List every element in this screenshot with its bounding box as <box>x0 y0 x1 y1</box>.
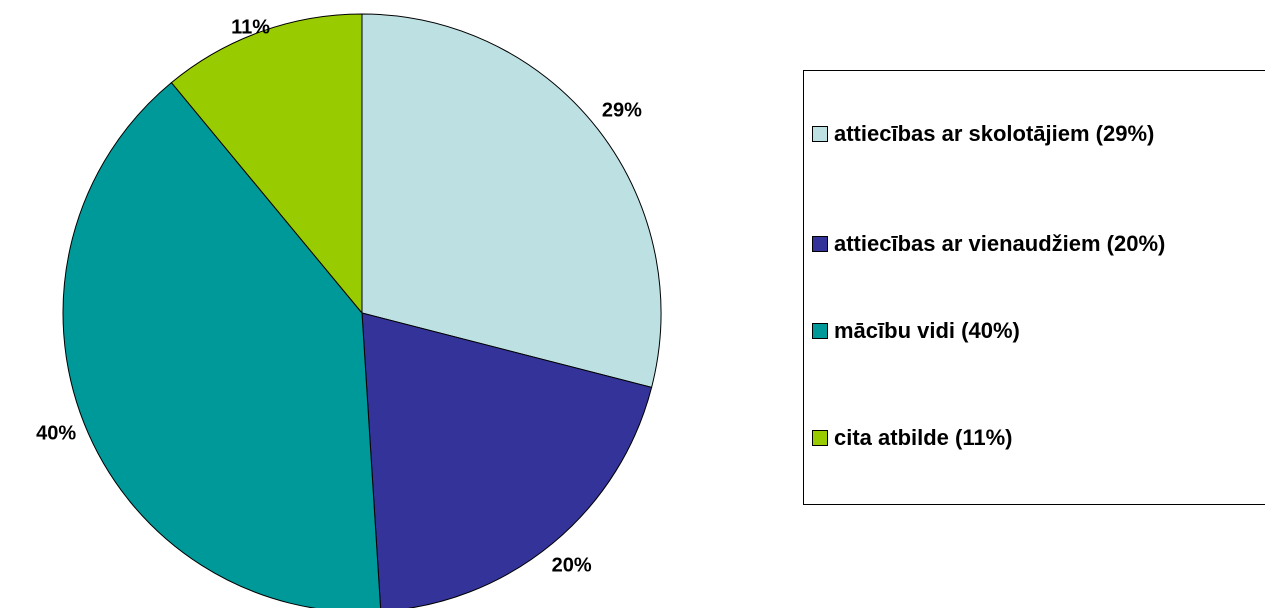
pie-slice <box>62 81 382 608</box>
legend-entry: mācību vidi (40%) <box>812 316 1252 345</box>
legend-label: attiecības ar skolotājiem (29%) <box>834 121 1155 146</box>
legend-entry: attiecības ar vienaudžiem (20%) <box>812 229 1252 258</box>
legend: attiecības ar skolotājiem (29%) attiecība… <box>803 70 1265 505</box>
pie-slice <box>361 312 653 608</box>
legend-swatch <box>812 236 828 252</box>
pie-slice <box>170 13 363 315</box>
legend-entry: attiecības ar skolotājiem (29%) <box>812 119 1252 148</box>
legend-swatch <box>812 323 828 339</box>
legend-swatch <box>812 430 828 446</box>
legend-swatch <box>812 126 828 142</box>
data-label: 29% <box>602 100 642 122</box>
legend-label: attiecības ar vienaudžiem (20%) <box>834 231 1166 256</box>
data-label: 40% <box>36 422 76 444</box>
data-label: 11% <box>231 16 270 38</box>
legend-entry: cita atbilde (11%) <box>812 423 1252 452</box>
legend-label: mācību vidi (40%) <box>834 318 1020 343</box>
pie-slice <box>361 13 662 388</box>
data-label: 20% <box>552 555 592 577</box>
legend-label: cita atbilde (11%) <box>834 425 1013 450</box>
